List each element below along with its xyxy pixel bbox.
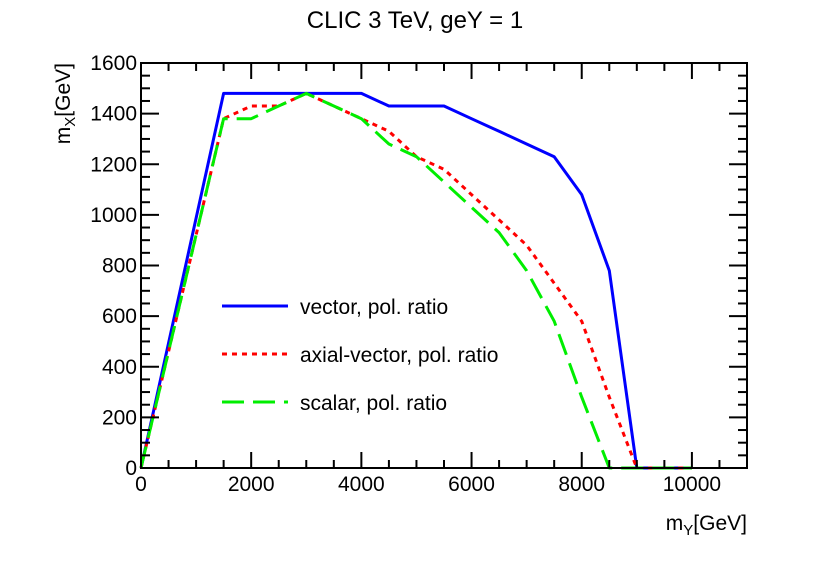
legend: vector, pol. ratio axial-vector, pol. rat…: [222, 296, 498, 415]
y-tick-label: 1000: [90, 204, 137, 227]
y-tick-label: 800: [102, 255, 137, 278]
series-line-2: [139, 91, 692, 470]
y-tick-label: 1200: [90, 153, 137, 176]
series-line-1: [139, 91, 692, 470]
x-tick-label: 2000: [228, 473, 275, 496]
x-tick-label: 4000: [338, 473, 385, 496]
x-axis-label-main: m: [666, 512, 684, 535]
tick-labels-layer: 0 2000 4000 6000 8000 10000 0 200 400 600 800 1000 1…: [90, 52, 721, 496]
x-axis-label: mY[GeV]: [666, 512, 747, 539]
y-tick-label: 200: [102, 406, 137, 429]
chart-title: CLIC 3 TeV, geY = 1: [307, 7, 523, 34]
y-tick-label: 400: [102, 356, 137, 379]
y-tick-label: 1400: [90, 103, 137, 126]
y-tick-label: 0: [125, 457, 137, 480]
x-tick-label: 6000: [448, 473, 495, 496]
legend-label-3: scalar, pol. ratio: [300, 392, 447, 415]
x-tick-label: 8000: [558, 473, 605, 496]
legend-label-2: axial-vector, pol. ratio: [300, 344, 498, 367]
y-tick-label: 600: [102, 305, 137, 328]
x-axis-label-sub: Y: [683, 522, 693, 539]
x-axis-label-unit: [GeV]: [693, 512, 747, 535]
y-axis-label-unit: [GeV]: [52, 63, 75, 117]
y-axis-label: mX[GeV]: [52, 63, 79, 144]
legend-label-1: vector, pol. ratio: [300, 296, 448, 319]
x-tick-label: 0: [135, 473, 147, 496]
y-tick-label: 1600: [90, 52, 137, 75]
x-tick-label: 10000: [663, 473, 721, 496]
y-axis-label-main: m: [52, 127, 75, 145]
y-axis-label-sub: X: [62, 117, 79, 127]
ticks-layer: [140, 62, 748, 469]
